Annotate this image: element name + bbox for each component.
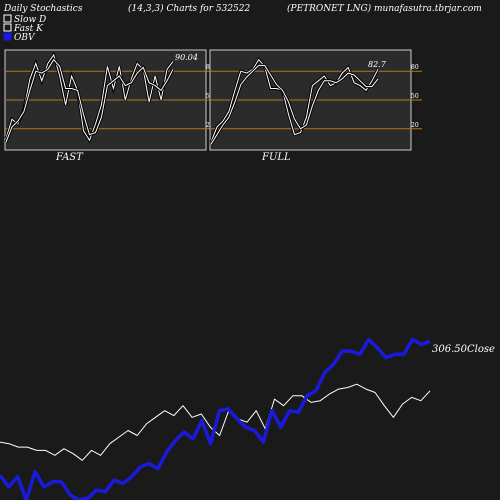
legend: Slow D Fast K OBV: [3, 14, 46, 43]
full-tick-label: 20: [411, 122, 419, 129]
fast-series-fast-k: [5, 53, 174, 142]
price-obv-area: 306.50Close: [0, 337, 495, 500]
obv-line: [0, 337, 431, 500]
fast-last-value: 90.04: [175, 53, 198, 62]
legend-label-fast-k: Fast K: [13, 24, 44, 34]
legend-marker-obv: [3, 32, 12, 41]
chart-title: Daily Stochastics: [3, 4, 83, 14]
full-tick-label: 80: [411, 64, 419, 71]
chart-params: (14,3,3) Charts for 532522: [128, 3, 250, 14]
chart-symbol: (PETRONET LNG) munafasutra.tbrjar.com: [287, 3, 482, 14]
legend-marker-slow-d: [3, 14, 12, 23]
full-panel: 20 50 80 82.7 FULL: [209, 49, 422, 163]
full-series-full-d: [210, 64, 379, 145]
full-tick-label: 50: [411, 93, 419, 100]
full-panel-label: FULL: [261, 152, 291, 163]
legend-label-slow-d: Slow D: [14, 15, 46, 25]
full-last-value: 82.7: [368, 60, 387, 69]
fast-panel-label: FAST: [55, 152, 84, 163]
close-label: 306.50Close: [432, 344, 495, 355]
legend-marker-fast-k: [3, 23, 12, 32]
legend-label-obv: OBV: [14, 33, 36, 43]
fast-series-slow-d: [5, 58, 174, 143]
